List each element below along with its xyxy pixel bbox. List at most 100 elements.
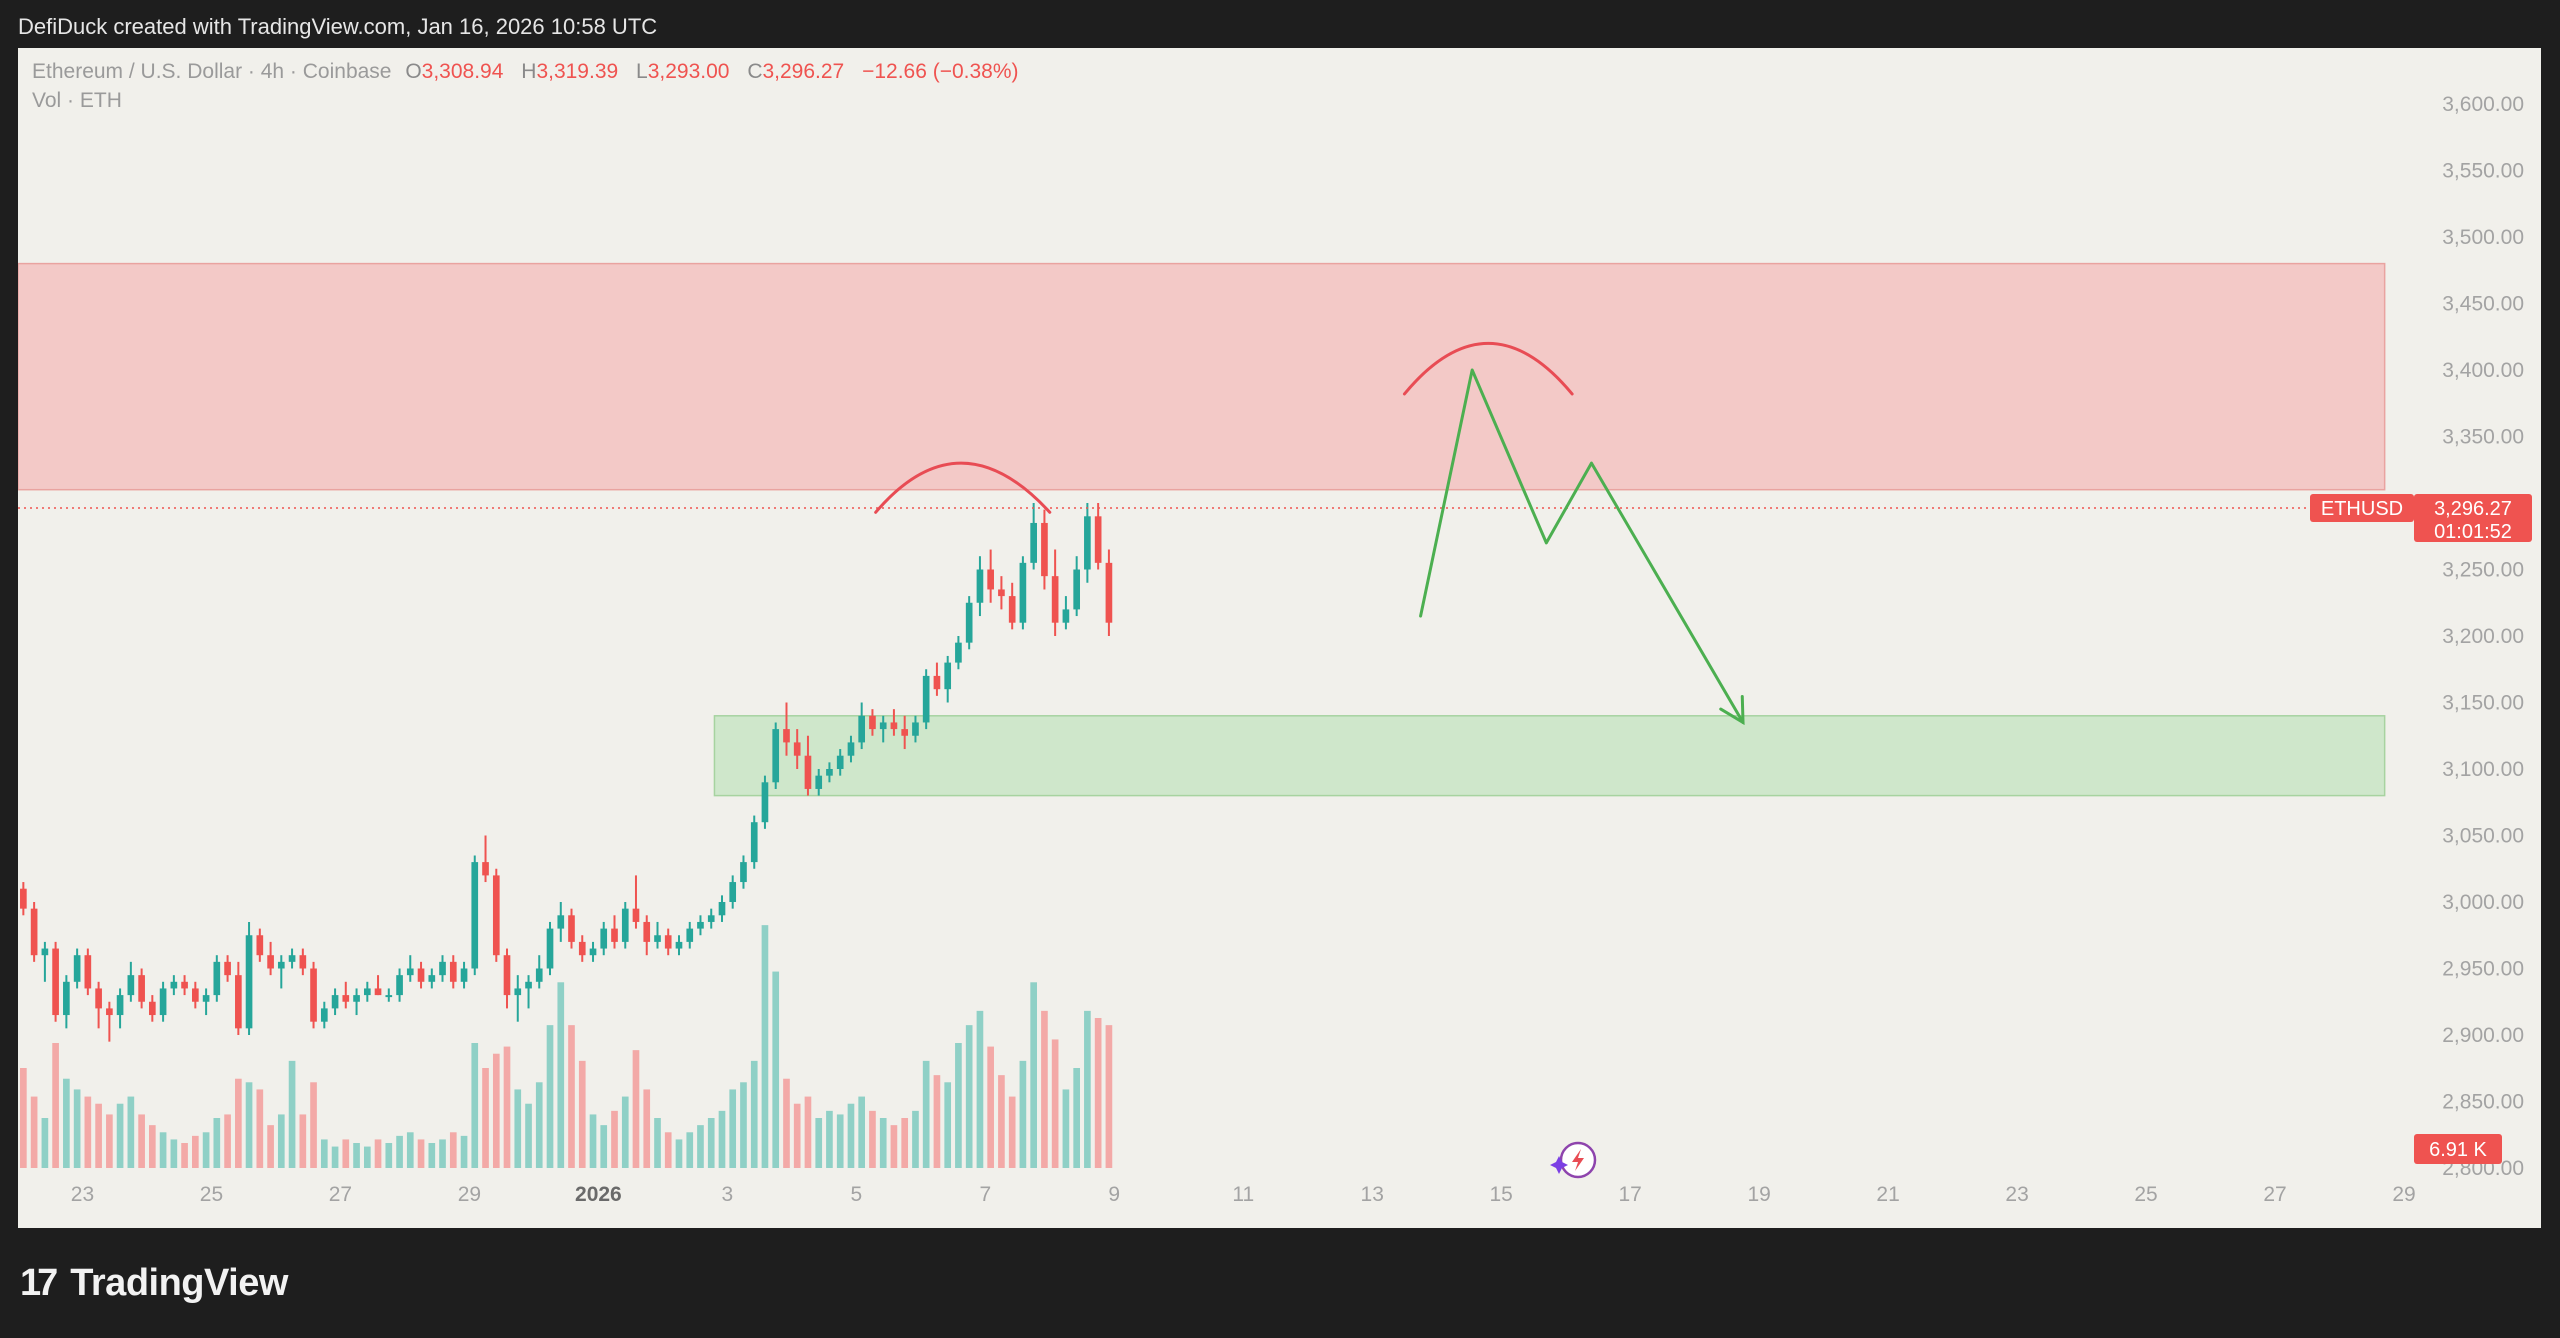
candle-body xyxy=(1019,562,1027,623)
candle-body xyxy=(106,1008,113,1016)
x-tick-label: 23 xyxy=(71,1183,94,1206)
volume-bar xyxy=(406,1132,414,1168)
projection-arrowhead xyxy=(1719,694,1745,726)
candle-body xyxy=(492,875,500,956)
y-tick-label: 3,500.00 xyxy=(2442,226,2524,249)
chart-frame[interactable]: 2,800.00 2,850.00 2,900.00 2,950.00 3,000.00… xyxy=(18,48,2541,1228)
candle-body xyxy=(611,928,618,942)
volume-bar xyxy=(320,1139,328,1168)
candle-body xyxy=(299,955,307,969)
volume-bar xyxy=(342,1139,350,1168)
ticker-badge xyxy=(2310,493,2414,522)
candle-body xyxy=(342,995,350,1002)
y-tick-label: 3,000.00 xyxy=(2442,891,2524,914)
volume-bar xyxy=(621,1096,629,1168)
y-tick-label: 3,350.00 xyxy=(2442,426,2524,449)
svg-text:Ethereum / U.S. Dollar · 4h ·: Ethereum / U.S. Dollar · 4h · Coinbase O… xyxy=(32,60,1019,83)
candle-body xyxy=(1062,609,1070,623)
candle-body xyxy=(1105,562,1113,623)
volume-label: Vol · ETH xyxy=(32,89,122,112)
volume-bar xyxy=(804,1096,812,1168)
volume-bar xyxy=(578,1060,586,1168)
candle-body xyxy=(170,981,178,989)
lightning-bolt-icon xyxy=(1572,1149,1585,1171)
volume-bar xyxy=(643,1089,651,1168)
volume-bar xyxy=(600,1125,608,1168)
volume-bar xyxy=(310,1082,317,1168)
volume-bar xyxy=(41,1118,49,1168)
volume-bar xyxy=(783,1078,790,1168)
candle-body xyxy=(707,915,715,922)
candle-body xyxy=(955,642,962,663)
volume-bar xyxy=(1019,1060,1027,1168)
candle-body xyxy=(632,908,640,922)
candle-body xyxy=(557,915,565,929)
candle-body xyxy=(750,822,758,863)
sparkle-icon xyxy=(1550,1156,1569,1174)
volume-bar xyxy=(471,1043,479,1168)
candle-body xyxy=(374,988,382,996)
bar-countdown: 01:01:52 xyxy=(2434,521,2512,543)
candle-body xyxy=(428,975,436,982)
volume-bar xyxy=(869,1110,876,1168)
candle-body xyxy=(987,569,994,590)
volume-bar xyxy=(998,1075,1005,1168)
candle-body xyxy=(95,988,102,1009)
volume-bar xyxy=(299,1114,307,1168)
candle-body xyxy=(267,955,274,969)
candle-body xyxy=(396,975,403,996)
legend-symbol: Ethereum / U.S. Dollar · 4h · Coinbase xyxy=(32,60,391,83)
candle-body xyxy=(901,729,909,736)
volume-bar xyxy=(428,1143,436,1168)
candle-body xyxy=(116,995,124,1016)
candle-body xyxy=(912,722,919,736)
volume-bar xyxy=(449,1132,457,1168)
candle-body xyxy=(127,975,135,996)
volume-bar xyxy=(535,1082,543,1168)
legend-low-value: 3,293.00 xyxy=(648,60,730,83)
candle-body xyxy=(514,988,522,996)
candle-body xyxy=(73,955,81,982)
volume-bar xyxy=(503,1046,511,1168)
volume-bar xyxy=(127,1096,135,1168)
candle-body xyxy=(546,928,554,969)
candle-body xyxy=(847,742,855,756)
candle-body xyxy=(697,921,704,929)
volume-bar xyxy=(1062,1089,1070,1168)
volume-bar xyxy=(63,1078,70,1168)
candle-body xyxy=(224,961,231,976)
volume-bar xyxy=(675,1139,683,1168)
candle-body xyxy=(331,995,339,1009)
candle-body xyxy=(890,722,898,730)
candle-body xyxy=(192,988,199,1002)
x-tick-label: 9 xyxy=(1108,1183,1120,1206)
volume-bar xyxy=(514,1089,522,1168)
volume-bar xyxy=(987,1046,994,1168)
candle-body xyxy=(976,569,984,603)
y-tick-label: 3,550.00 xyxy=(2442,160,2524,183)
legend: Ethereum / U.S. Dollar · 4h · Coinbase O… xyxy=(32,60,1019,112)
volume-bar xyxy=(793,1103,801,1168)
candle-body xyxy=(686,928,694,942)
candle-body xyxy=(449,961,457,982)
volume-bar xyxy=(235,1078,242,1168)
volume-bar xyxy=(815,1118,823,1168)
volume-bar xyxy=(148,1125,156,1168)
candle-body xyxy=(277,961,285,969)
x-tick-label: 25 xyxy=(200,1183,223,1206)
candle-body xyxy=(288,955,296,962)
candle-body xyxy=(922,675,930,723)
volume-bar xyxy=(890,1125,898,1168)
candle-body xyxy=(826,769,833,776)
candle-body xyxy=(245,935,253,1029)
volume-bar xyxy=(568,1025,575,1168)
candle-body xyxy=(1084,516,1091,570)
axes-layer: 2,800.002,850.002,900.002,950.003,000.00… xyxy=(71,93,2524,1206)
volume-bar xyxy=(611,1110,618,1168)
y-tick-label: 3,400.00 xyxy=(2442,359,2524,382)
price-chart[interactable]: 2,800.002,850.002,900.002,950.003,000.00… xyxy=(18,48,2541,1228)
candle-body xyxy=(310,968,317,1022)
volume-bar xyxy=(245,1082,253,1168)
candle-body xyxy=(998,589,1005,597)
volume-bar xyxy=(353,1143,360,1168)
